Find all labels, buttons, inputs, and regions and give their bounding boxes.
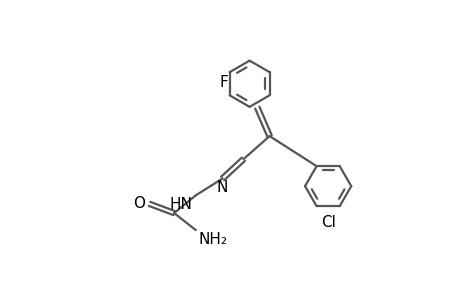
Text: O: O — [133, 196, 145, 211]
Text: NH₂: NH₂ — [197, 232, 227, 247]
Text: HN: HN — [169, 197, 192, 212]
Text: F: F — [219, 75, 228, 90]
Text: Cl: Cl — [320, 215, 335, 230]
Text: N: N — [217, 180, 228, 195]
